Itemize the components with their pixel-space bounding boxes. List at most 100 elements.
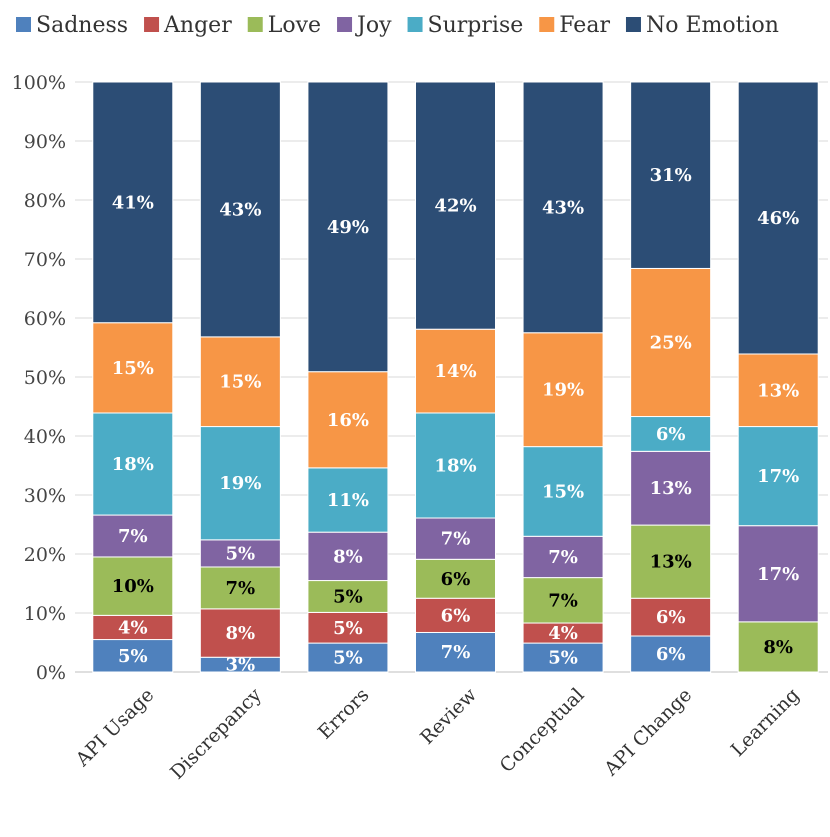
bar-segment-joy [630,450,712,526]
data-label: 15% [219,372,261,393]
legend-label: Sadness [36,13,128,38]
bar-segment-fear [522,332,604,448]
bar-segment-no-emotion [737,81,819,355]
data-label: 6% [656,644,686,665]
bar-segment-no-emotion [307,81,389,373]
bar-segment-love [199,566,281,610]
bar-segment-no-emotion [92,81,174,324]
bar-segment-surprise [307,467,389,533]
data-label: 13% [757,380,799,401]
data-label: 7% [118,526,148,547]
data-label: 15% [542,481,584,502]
y-axis-ticks: 0% 10% 20% 30% 40% 50% 60% 70% 80% 90% 100% [12,72,66,684]
legend-label: Joy [355,13,392,38]
bar-segment-love [737,621,819,673]
legend-swatch [539,17,555,32]
bar-segment-joy [307,531,389,582]
bar-segment-anger [307,611,389,644]
data-label: 18% [434,456,476,477]
x-tick-label: Learning [727,684,804,761]
data-label: 14% [434,361,476,382]
data-label: 5% [333,618,363,639]
bar-segment-love [307,580,389,613]
legend-label: Anger [163,13,232,38]
bar-segment-love [92,556,174,616]
legend-label: Surprise [428,13,524,38]
data-label: 5% [548,648,578,669]
bar-segment-joy [522,535,604,579]
y-tick-label: 60% [24,308,66,330]
x-tick-label: Conceptual [496,684,589,777]
data-label: 11% [327,490,369,511]
bar-segment-fear [307,371,389,469]
x-tick-label: API Change [599,684,696,781]
bar-segment-fear [415,328,496,414]
data-label: 42% [434,196,476,217]
data-label: 5% [333,586,363,607]
data-label: 7% [548,547,578,568]
bar-segment-no-emotion [415,81,496,330]
data-label: 7% [548,590,578,611]
data-label: 43% [542,197,584,218]
legend: Sadness Anger Love Joy Surprise Fear No Emotio… [16,13,779,38]
y-tick-label: 100% [12,72,66,94]
bar-segment-surprise [92,412,174,516]
data-label: 10% [112,576,154,597]
bar-segment-sadness [630,635,712,673]
y-tick-label: 0% [36,662,66,684]
data-label: 5% [118,646,148,667]
bar-segment-fear [199,336,281,428]
data-label: 17% [757,564,799,585]
y-tick-label: 90% [24,131,66,153]
data-label: 8% [333,546,363,567]
x-tick-label: API Usage [71,684,158,771]
data-label: 5% [333,648,363,669]
y-tick-label: 40% [24,426,66,448]
data-label: 43% [219,199,261,220]
data-label: 25% [650,332,692,353]
bar-segment-no-emotion [630,81,712,269]
data-label: 4% [118,617,148,638]
data-label: 13% [650,478,692,499]
bar-segment-surprise [522,446,604,537]
bar-segment-sadness [522,642,604,673]
bar-segment-love [415,558,496,599]
x-tick-label: Errors [314,684,374,744]
y-tick-label: 30% [24,485,66,507]
legend-swatch [337,17,353,32]
bar-segment-fear [630,267,712,418]
data-label: 13% [650,552,692,573]
bar-segment-surprise [630,416,712,452]
y-tick-label: 50% [24,367,66,389]
data-label: 31% [650,165,692,186]
bar-segment-no-emotion [522,81,604,334]
legend-swatch [144,17,160,32]
legend-swatch [16,17,31,32]
data-label: 17% [757,466,799,487]
legend-swatch [407,17,423,32]
bar-segment-joy [92,514,174,558]
y-tick-label: 80% [24,190,66,212]
data-label: 7% [441,642,471,663]
data-label: 5% [226,543,256,564]
y-tick-label: 20% [24,544,66,566]
data-label: 16% [327,410,369,431]
data-label: 8% [763,637,793,658]
data-label: 6% [656,424,686,445]
x-axis-labels: API Usage Discrepancy Errors Review Conceptu… [71,683,804,783]
y-tick-label: 10% [24,603,66,625]
data-label: 3% [226,655,256,676]
data-label: 7% [226,578,256,599]
bar-segment-sadness [307,642,389,673]
data-label: 19% [542,380,584,401]
bars: 5% 4% 10% 7% 18% 15% 41% 3% 8% 7% 5% 19% 15% 43% 5% 5% 5… [92,81,819,676]
data-label: 8% [226,623,256,644]
legend-label: No Emotion [646,13,779,38]
bar-segment-anger [92,614,174,641]
data-label: 46% [757,208,799,229]
y-tick-label: 70% [24,249,66,271]
data-label: 18% [112,454,154,475]
bar-segment-fear [737,353,819,428]
legend-swatch [247,17,263,32]
